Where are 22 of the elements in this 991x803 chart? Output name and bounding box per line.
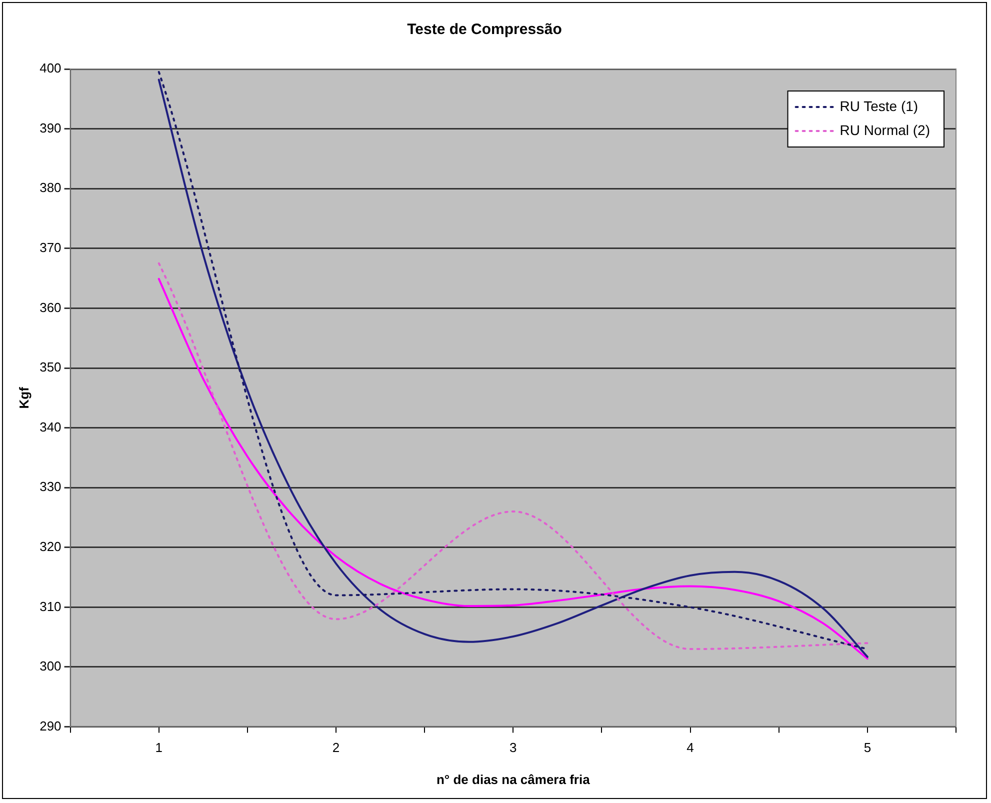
- y-tick-label: 400: [40, 60, 62, 76]
- y-tick-label: 320: [40, 538, 62, 554]
- x-tick-label: 1: [155, 740, 162, 756]
- y-tick-label: 330: [40, 479, 62, 494]
- y-tick-label: 390: [40, 120, 62, 136]
- y-tick-label: 370: [40, 240, 62, 255]
- chart-title: Teste de Compressão: [407, 21, 562, 38]
- y-tick-label: 360: [40, 300, 62, 315]
- y-tick-label: 290: [40, 718, 62, 734]
- x-tick-label: 5: [864, 740, 872, 756]
- y-tick-label: 380: [40, 180, 62, 196]
- y-tick-label: 350: [40, 360, 62, 375]
- y-tick-label: 300: [40, 658, 62, 674]
- x-tick-label: 4: [686, 740, 694, 756]
- x-tick-label: 2: [332, 740, 340, 756]
- y-axis-title: Kgf: [16, 386, 32, 409]
- x-tick-label: 3: [510, 740, 517, 756]
- y-tick-label: 340: [40, 419, 62, 434]
- legend-label: RU Normal (2): [840, 122, 930, 138]
- x-axis-title: n° de dias na câmera fria: [436, 772, 591, 787]
- legend-label: RU Teste (1): [840, 98, 918, 114]
- y-tick-label: 310: [40, 598, 62, 614]
